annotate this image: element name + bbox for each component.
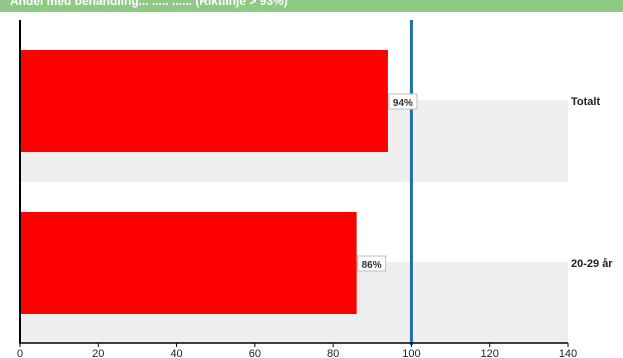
header-band: Andel med behandling... ..... ...... (Ri… [0, 0, 623, 12]
x-tick-label: 120 [481, 348, 499, 358]
x-tick-label: 0 [17, 348, 23, 358]
bar [20, 212, 357, 314]
x-tick-label: 100 [402, 348, 420, 358]
x-tick-label: 140 [559, 348, 577, 358]
x-tick-label: 60 [249, 348, 261, 358]
category-label: 20-29 år [571, 258, 613, 270]
value-label-box [388, 93, 418, 110]
x-tick-label: 80 [327, 348, 339, 358]
x-tick-label: 20 [92, 348, 104, 358]
category-label: Totalt [571, 96, 600, 108]
value-label: 94% [393, 98, 413, 109]
value-label: 86% [362, 260, 382, 271]
bar [20, 50, 388, 152]
value-label-box [357, 255, 387, 272]
chart-header-title: Andel med behandling... ..... ...... (Ri… [10, 0, 288, 8]
x-tick-label: 40 [170, 348, 182, 358]
